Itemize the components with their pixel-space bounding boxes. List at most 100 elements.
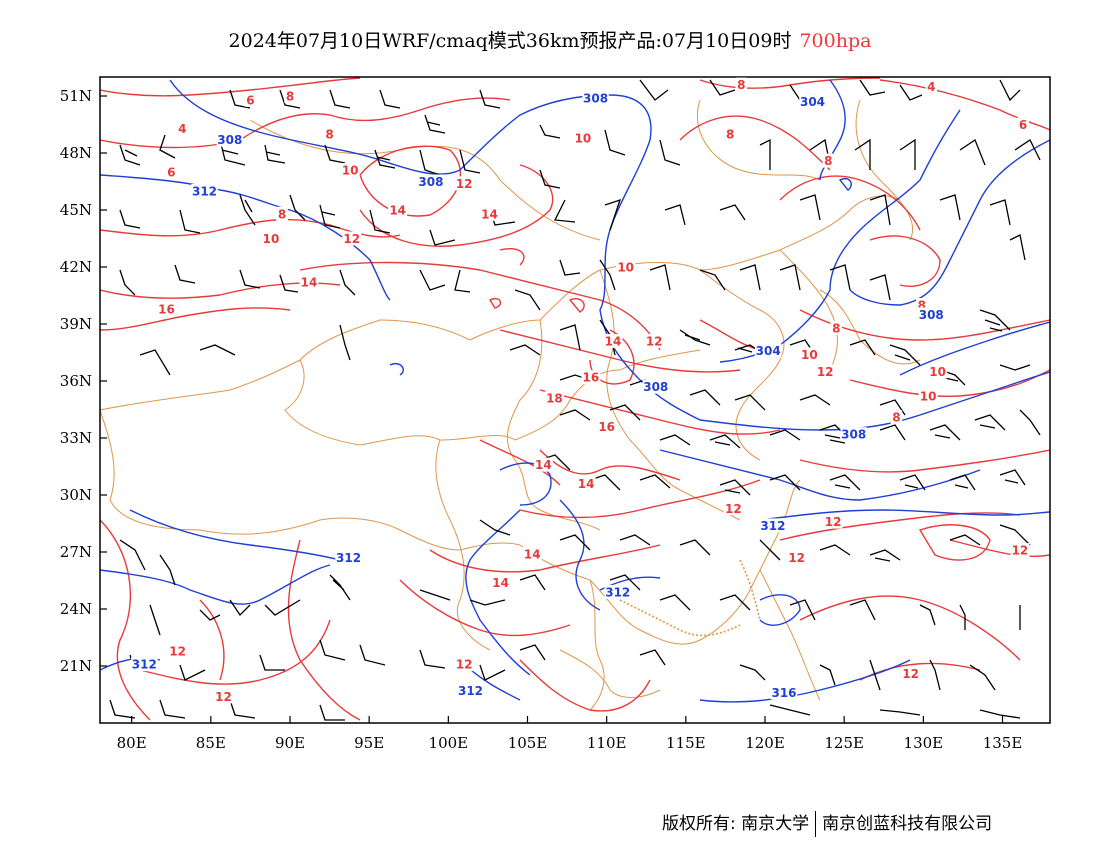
contour-label-bg (244, 92, 257, 107)
contour-label-bg (928, 364, 948, 379)
contour-label-bg (176, 121, 189, 136)
temperature-contour-label: 8 (726, 128, 734, 142)
contour-label-bg (642, 379, 669, 394)
lon-tick-label: 95E (354, 734, 384, 752)
contour-label-bg (335, 550, 362, 565)
height-contour-label: 312 (458, 684, 483, 698)
height-contour-label: 308 (919, 308, 944, 322)
contour-label-bg (388, 203, 408, 217)
height-contour-label: 308 (841, 428, 866, 442)
lat-tick-label: 24N (60, 600, 92, 618)
contour-label-bg (323, 127, 336, 141)
temperature-contour-label: 12 (456, 177, 473, 191)
copyright-notice: 版权所有: 南京大学 南京创蓝科技有限公司 (662, 809, 992, 837)
temperature-contour-label: 12 (725, 502, 742, 516)
lat-tick-label: 51N (60, 87, 92, 105)
temperature-contour-label: 14 (605, 335, 622, 349)
contour-label-bg (759, 518, 787, 533)
lat-tick-label: 30N (60, 486, 92, 504)
temperature-contour-label: 14 (301, 276, 318, 290)
contour-label-bg (216, 132, 244, 147)
contour-label-bg (284, 89, 296, 103)
contour-label-bg (299, 275, 319, 290)
contour-label-bg (830, 320, 842, 335)
contour-label-bg (901, 666, 921, 681)
lat-tick-label: 21N (60, 657, 92, 675)
temperature-contour-label: 6 (246, 93, 254, 107)
title-main: 2024年07月10日WRF/cmaq模式36km预报产品:07月10日09时 (228, 30, 792, 52)
contour-label-bg (918, 389, 938, 404)
contour-label-bg (1010, 543, 1030, 558)
contour-label-bg (165, 165, 177, 179)
contour-label-bg (603, 334, 623, 349)
lat-tick-label: 42N (60, 258, 92, 276)
height-contour-label: 316 (771, 686, 796, 700)
temperature-contour-label: 6 (1019, 118, 1027, 132)
lon-tick-label: 125E (824, 734, 864, 752)
temperature-contour-label: 8 (832, 321, 840, 335)
contour-label-bg (261, 231, 281, 246)
contour-label-bg (916, 298, 928, 312)
axis-ticks (100, 95, 1004, 723)
temperature-contour-label: 12 (169, 644, 186, 658)
longitude-axis: 80E 85E 90E 95E 100E 105E 110E 115E 120E 125E 130E… (117, 734, 1023, 752)
contour-label-bg (342, 231, 362, 246)
contour-label-bg (581, 370, 601, 385)
plot-frame (99, 76, 1051, 724)
contour-label-bg (787, 550, 807, 565)
copyright-left: 版权所有: 南京大学 (662, 814, 810, 834)
temperature-contour-label: 12 (456, 658, 473, 672)
contour-label-bg (582, 90, 609, 105)
contour-label-bg (457, 683, 484, 698)
contour-label-bg (724, 127, 736, 141)
contour-label-bg (533, 457, 553, 472)
contour-label-bg (735, 77, 747, 92)
lon-tick-label: 115E (666, 734, 706, 752)
contour-label-bg (191, 184, 218, 198)
height-contour-label: 312 (192, 185, 217, 199)
height-contour-label: 312 (336, 551, 361, 565)
lat-tick-label: 27N (60, 543, 92, 561)
height-contour-label: 308 (418, 175, 443, 189)
contour-label-bg (454, 657, 474, 672)
contour-label-bg (799, 94, 826, 109)
temperature-contour-label: 10 (575, 131, 592, 145)
contour-label-bg (840, 427, 867, 442)
copyright-separator (815, 811, 817, 837)
temperature-contour-label: 8 (737, 78, 745, 92)
contour-label-bg (417, 174, 445, 189)
temperature-contour-label: 8 (892, 411, 900, 425)
lon-tick-label: 110E (587, 734, 627, 752)
height-contour-label: 308 (217, 133, 242, 147)
contour-label-bg (604, 584, 631, 599)
temperature-contour-label: 14 (481, 207, 498, 221)
temperature-contour-label: 4 (927, 80, 935, 94)
height-contour-label: 308 (583, 91, 608, 105)
height-contour-label: 308 (643, 380, 668, 394)
temperature-contour-label: 16 (582, 371, 599, 385)
temperature-contour-label: 14 (524, 547, 541, 561)
map-title: 2024年07月10日WRF/cmaq模式36km预报产品:07月10日09时 7… (0, 26, 1100, 53)
temperature-contour-label: 16 (158, 302, 175, 316)
temperature-contour-label: 14 (578, 477, 595, 491)
lon-tick-label: 90E (275, 734, 305, 752)
contour-label-bg (544, 391, 564, 406)
temperature-contour-label: 8 (278, 207, 286, 221)
contour-label-bg (276, 206, 288, 221)
contour-label-bg (597, 419, 617, 434)
temperature-contour-label: 12 (817, 365, 834, 379)
contour-label-bg (815, 364, 835, 379)
height-labels: 308 304 308 308 312 308 304 308 308 312 312 312 312 3… (131, 90, 945, 700)
contour-label-bg (918, 307, 945, 322)
temperature-contour-label: 16 (598, 420, 615, 434)
contour-label-bg (616, 260, 636, 274)
contour-label-bg (1017, 117, 1029, 132)
contour-label-bg (168, 643, 188, 658)
temperature-contour-label: 10 (617, 261, 634, 275)
temperature-contour-label: 14 (492, 576, 509, 590)
temperature-contour-label: 6 (167, 166, 175, 180)
temperature-contours (100, 77, 1050, 721)
height-contour-label: 312 (760, 519, 785, 533)
temperature-contour-label: 10 (929, 365, 946, 379)
